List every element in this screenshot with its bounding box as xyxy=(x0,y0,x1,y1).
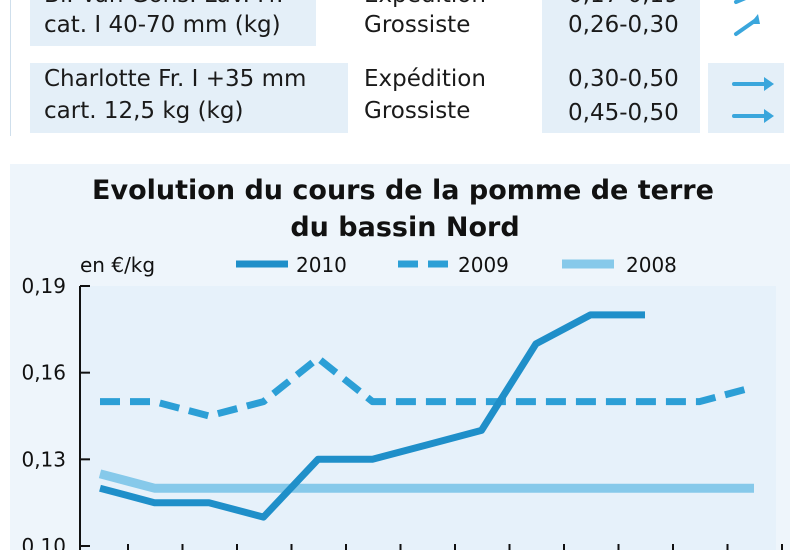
series-line-2008 xyxy=(98,469,754,493)
y-tick-label: 0,13 xyxy=(21,447,66,471)
trend-up-arrow-icon xyxy=(734,0,760,36)
series-line-2010 xyxy=(99,311,645,521)
trend-stable-arrow-icon-2 xyxy=(732,109,774,123)
chart-axes: 0,19 0,16 0,13 0,10 xyxy=(21,274,783,550)
legend-label-2009: 2009 xyxy=(458,253,509,277)
row2-product-bg xyxy=(30,63,348,133)
price-column-divider-bg xyxy=(542,46,700,63)
row2-stage-2: Grossiste xyxy=(364,98,471,124)
row2-price-bg xyxy=(542,63,700,133)
series-line-2009 xyxy=(100,354,755,420)
row2-price-1: 0,30-0,50 xyxy=(568,66,679,92)
row2-product-line1: Charlotte Fr. I +35 mm xyxy=(44,66,307,92)
row1-product-bg xyxy=(30,0,316,46)
row2-stage-1: Expédition xyxy=(364,66,486,92)
price-table: Bf. Van Gons. Lav. Fr. cat. I 40-70 mm (… xyxy=(10,0,790,140)
y-axis-unit-label: en €/kg xyxy=(80,253,155,277)
row1-price-bg xyxy=(542,0,700,46)
row1-product-line2: cat. I 40-70 mm (kg) xyxy=(44,12,281,38)
row1-price-1: 0,17-0,19 xyxy=(568,0,679,10)
chart-legend: 2010 2009 2008 xyxy=(236,253,677,277)
row2-price-2: 0,45-0,50 xyxy=(568,100,679,126)
y-tick-label: 0,19 xyxy=(21,274,66,298)
row1-product-line1: Bf. Van Gons. Lav. Fr. xyxy=(44,0,283,10)
plot-area xyxy=(80,286,776,550)
row2-trend-bg xyxy=(708,63,784,133)
trend-stable-arrow-icon-1 xyxy=(732,77,774,91)
row1-stage-2: Grossiste xyxy=(364,12,471,38)
series-layer xyxy=(98,311,755,521)
y-tick-label: 0,10 xyxy=(21,534,66,550)
chart-title-line1: Evolution du cours de la pomme de terre xyxy=(92,175,714,206)
row1-stage-1: Expédition xyxy=(364,0,486,10)
legend-label-2010: 2010 xyxy=(296,253,347,277)
legend-label-2008: 2008 xyxy=(626,253,677,277)
row2-product-line2: cart. 12,5 kg (kg) xyxy=(44,98,244,124)
row1-price-2: 0,26-0,30 xyxy=(568,12,679,38)
plot-background xyxy=(80,286,776,550)
chart-title-line2: du bassin Nord xyxy=(290,212,519,243)
y-tick-label: 0,16 xyxy=(21,361,66,385)
table-left-border xyxy=(10,0,11,136)
